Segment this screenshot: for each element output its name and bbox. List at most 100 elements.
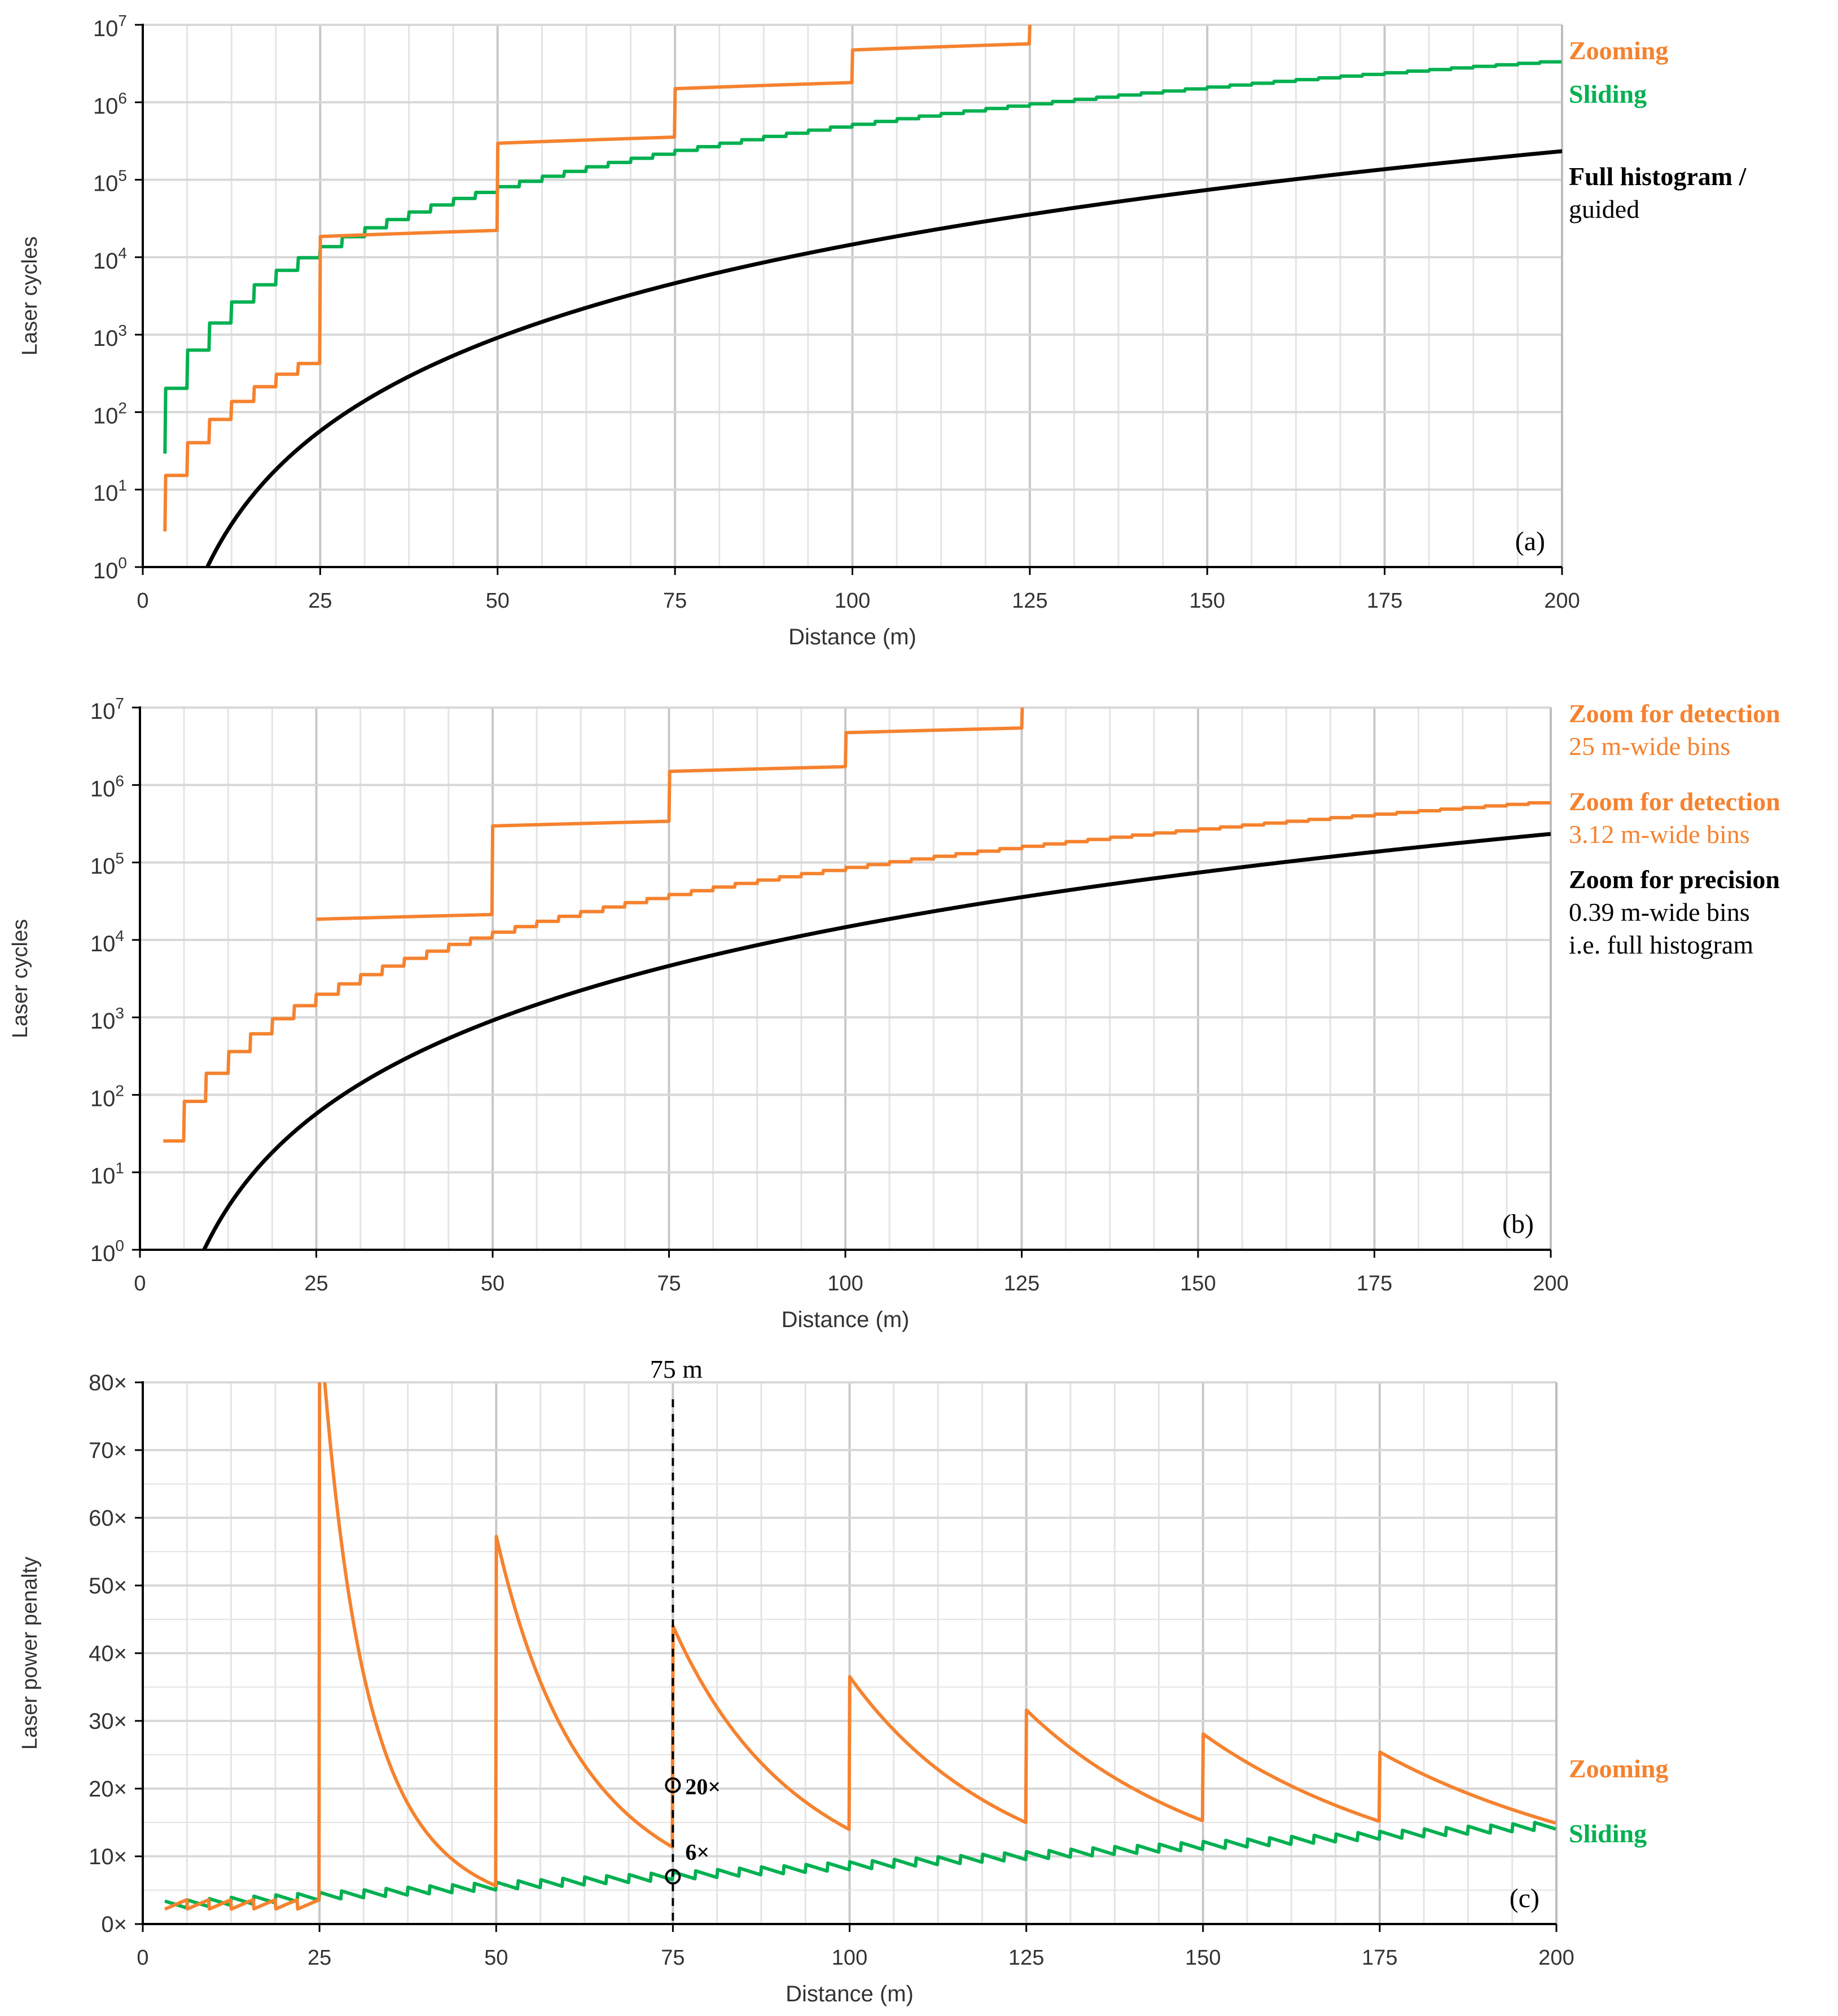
y-tick-label: 80× — [89, 1371, 127, 1395]
x-tick-label: 150 — [1190, 589, 1225, 613]
y-tick-exponent: 5 — [118, 167, 127, 185]
y-tick-exponent: 1 — [115, 1159, 124, 1177]
legend-label: Zooming — [1569, 1754, 1668, 1783]
annotation-point-marker — [665, 1869, 681, 1885]
legend-label: i.e. full histogram — [1569, 930, 1753, 959]
series-line-0 — [315, 708, 1024, 921]
x-tick-label: 150 — [1180, 1272, 1216, 1295]
y-tick-exponent: 2 — [118, 399, 127, 416]
legend-label: Zooming — [1569, 36, 1668, 65]
y-tick-exponent: 5 — [115, 850, 124, 867]
x-tick-label: 50 — [486, 589, 510, 613]
y-tick-label: 101 — [90, 1159, 124, 1189]
y-tick-base: 10 — [93, 172, 119, 196]
grid-a — [143, 24, 1562, 567]
y-tick-label: 100 — [90, 1237, 124, 1266]
y-tick-label: 60× — [89, 1506, 127, 1531]
y-tick-label: 107 — [90, 695, 124, 724]
y-tick-label: 105 — [90, 850, 124, 879]
series-line-2 — [205, 149, 1562, 567]
panel-c: 0 25 50 75 100 125 150 175 200 Distance (m) Laser … — [18, 1355, 1668, 2006]
annotation-point-marker — [665, 1777, 681, 1793]
y-tick-label: 103 — [90, 1004, 124, 1034]
y-tick-label: 103 — [93, 322, 127, 351]
annotation-point-label: 6× — [685, 1839, 709, 1865]
x-tick-label: 0 — [134, 1272, 146, 1295]
y-tick-base: 10 — [90, 854, 116, 879]
y-tick-label: 107 — [93, 12, 127, 41]
y-tick-label: 106 — [93, 89, 127, 118]
annotation-75m-label: 75 m — [650, 1355, 703, 1383]
y-tick-base: 10 — [93, 16, 119, 41]
y-axis-title: Laser cycles — [8, 919, 32, 1038]
annotation-point-label: 20× — [685, 1774, 721, 1799]
x-tick-label: 25 — [308, 1946, 331, 1970]
x-tick-label: 150 — [1185, 1946, 1221, 1970]
y-tick-base: 10 — [93, 403, 119, 428]
panel-label: (a) — [1515, 526, 1545, 556]
x-axis-title: Distance (m) — [782, 1307, 910, 1332]
x-tick-label: 175 — [1357, 1272, 1392, 1295]
x-tick-label: 100 — [832, 1946, 867, 1970]
y-tick-label: 0× — [101, 1912, 127, 1937]
y-tick-base: 10 — [90, 932, 116, 956]
y-tick-base: 10 — [93, 326, 119, 351]
y-tick-exponent: 6 — [115, 772, 124, 789]
y-tick-base: 10 — [93, 559, 119, 583]
y-axis-title: Laser cycles — [18, 236, 42, 355]
legend-label: guided — [1569, 195, 1639, 223]
legend-label: Zoom for precision — [1569, 865, 1780, 894]
legend-label: Full histogram / — [1569, 162, 1747, 191]
x-tick-label: 25 — [308, 589, 332, 613]
series-line-0 — [164, 1382, 1556, 1911]
x-tick-label: 75 — [657, 1272, 681, 1295]
x-tick-label: 125 — [1012, 589, 1047, 613]
y-tick-exponent: 7 — [118, 12, 127, 29]
x-tick-label: 125 — [1008, 1946, 1044, 1970]
x-tick-label: 0 — [137, 589, 148, 613]
y-tick-exponent: 3 — [115, 1004, 124, 1022]
y-tick-label: 102 — [90, 1082, 124, 1111]
y-tick-label: 70× — [89, 1438, 127, 1463]
x-tick-label: 125 — [1004, 1272, 1039, 1295]
y-tick-label: 10× — [89, 1844, 127, 1869]
series-line-0 — [163, 25, 1032, 532]
y-axis-title: Laser power penalty — [18, 1557, 42, 1750]
legend-label: Sliding — [1569, 80, 1647, 108]
grid-b — [140, 706, 1551, 1250]
series-line-1 — [163, 60, 1562, 454]
y-tick-base: 10 — [93, 94, 119, 118]
y-tick-exponent: 6 — [118, 89, 127, 107]
x-tick-label: 75 — [661, 1946, 685, 1970]
y-tick-label: 104 — [93, 244, 127, 274]
series-line-1 — [162, 801, 1551, 1143]
y-tick-base: 10 — [90, 1164, 116, 1189]
series-line-1 — [164, 1821, 1556, 1910]
y-tick-exponent: 7 — [115, 695, 124, 712]
x-tick-label: 75 — [663, 589, 687, 613]
legend-label: Sliding — [1569, 1819, 1647, 1848]
x-tick-label: 0 — [137, 1946, 148, 1970]
y-tick-exponent: 4 — [118, 244, 127, 262]
x-tick-label: 50 — [484, 1946, 508, 1970]
panel-label: (b) — [1502, 1209, 1534, 1239]
y-tick-label: 102 — [93, 399, 127, 428]
y-tick-label: 106 — [90, 772, 124, 801]
y-tick-base: 10 — [90, 1086, 116, 1111]
x-tick-label: 175 — [1362, 1946, 1397, 1970]
y-tick-base: 10 — [90, 776, 116, 801]
y-tick-exponent: 2 — [115, 1082, 124, 1099]
x-tick-label: 50 — [481, 1272, 505, 1295]
x-tick-label: 25 — [304, 1272, 328, 1295]
x-tick-label: 200 — [1533, 1272, 1568, 1295]
series-line-2 — [201, 832, 1551, 1250]
grid-c — [143, 1381, 1556, 1924]
legend-label: 0.39 m-wide bins — [1569, 898, 1750, 926]
panel-label: (c) — [1510, 1883, 1539, 1913]
y-tick-label: 104 — [90, 927, 124, 956]
y-tick-base: 10 — [90, 1009, 116, 1034]
legend-label: 3.12 m-wide bins — [1569, 820, 1750, 849]
